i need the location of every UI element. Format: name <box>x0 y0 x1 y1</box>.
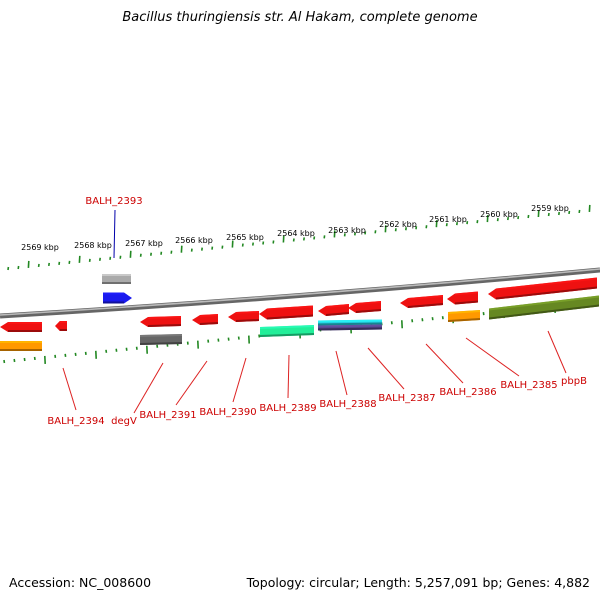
balh-2393-gene-shade <box>103 301 124 304</box>
backbone-line <box>0 267 600 319</box>
leader-line <box>547 330 567 374</box>
pbpb-cds-olive[interactable] <box>489 295 599 320</box>
backbone-highlight <box>0 268 600 316</box>
balh-2394-gene-shade <box>8 330 42 332</box>
leader-line <box>62 367 77 411</box>
balh-2388-gene-highlight <box>326 304 349 308</box>
balh-2386-gene-shade <box>408 303 443 308</box>
balh-2394-cds-orange-shade <box>0 349 42 351</box>
pbpb-gene-shade <box>496 286 597 300</box>
balh-2391-gene-highlight <box>200 314 218 317</box>
balh-2393-cds-gray[interactable] <box>102 274 131 284</box>
kbp-label-group: 2569 kbp 2568 kbp 2567 kbp 2566 kbp 2565 kbp… <box>21 204 569 252</box>
balh-2394-gene-highlight <box>8 322 42 324</box>
kbp-label: 2567 kbp <box>125 239 163 248</box>
leader-line <box>287 354 290 399</box>
leader-line <box>367 347 405 390</box>
gene-label[interactable]: BALH_2387 <box>378 393 435 404</box>
map-title: Bacillus thuringiensis str. Al Hakam, co… <box>122 10 478 25</box>
balh-2387-gene-shade <box>356 309 381 313</box>
balh-2385-gene-highlight <box>455 291 478 296</box>
balh-2393-gene[interactable] <box>103 292 132 304</box>
pbpb-cds-olive-shade <box>489 304 599 320</box>
balh-2390-gene-highlight <box>236 311 259 314</box>
leader-line-group <box>62 209 567 414</box>
degv-cds-darkgray-highlight <box>140 334 182 337</box>
balh-2388-cds-cyan-highlight <box>318 319 382 323</box>
gene-label[interactable]: degV <box>111 416 137 427</box>
balh-2386-cds-orange-shade <box>448 318 480 322</box>
small-gene-highlight <box>59 321 67 323</box>
balh-2391-gene[interactable] <box>192 314 218 325</box>
kbp-label: 2566 kbp <box>175 236 213 245</box>
gene-label[interactable]: BALH_2393 <box>85 196 142 207</box>
gene-label[interactable]: BALH_2385 <box>500 380 557 391</box>
balh-2391-gene-shade <box>200 322 218 325</box>
balh-2394-cds-orange[interactable] <box>0 341 42 351</box>
balh-2393-gene-highlight <box>103 292 124 295</box>
kbp-label: 2561 kbp <box>429 215 467 224</box>
degv-cds-darkgray-shade <box>140 342 182 345</box>
leader-line <box>465 337 520 377</box>
gene-label[interactable]: BALH_2389 <box>259 403 316 414</box>
balh-2394-gene[interactable] <box>0 322 42 332</box>
gene-label[interactable]: BALH_2391 <box>139 410 196 421</box>
gene-label[interactable]: BALH_2388 <box>319 399 376 410</box>
balh-2385-gene-shade <box>455 300 478 305</box>
pbpb-gene-highlight <box>496 277 597 291</box>
gene-label[interactable]: BALH_2386 <box>439 387 496 398</box>
gene-label[interactable]: pbpB <box>561 376 587 387</box>
kbp-label: 2564 kbp <box>277 229 315 238</box>
balh-2388-gene-shade <box>326 312 349 316</box>
accession-text: Accession: NC_008600 <box>9 575 152 590</box>
gene-label[interactable]: BALH_2390 <box>199 407 256 418</box>
balh-2393-cds-gray-shade <box>102 282 131 284</box>
balh-2390-gene-shade <box>236 319 259 322</box>
balh-2386-cds-orange-highlight <box>448 310 480 314</box>
small-gene-shade <box>59 329 67 331</box>
balh-2389-cds-teal-highlight <box>260 325 314 329</box>
degv-gene-shade <box>148 324 181 327</box>
balh-2389-gene-shade <box>267 314 313 320</box>
kbp-label: 2568 kbp <box>74 241 112 250</box>
feature-group <box>0 274 599 351</box>
leader-line <box>425 343 464 384</box>
balh-2388-cds-purple-shade <box>318 327 382 331</box>
balh-2388-cds-purple-highlight <box>318 324 382 328</box>
degv-gene-highlight <box>148 316 181 319</box>
kbp-label: 2563 kbp <box>328 226 366 235</box>
leader-line <box>175 360 208 406</box>
kbp-label: 2562 kbp <box>379 220 417 229</box>
balh-2386-gene-highlight <box>408 295 443 300</box>
genome-backbone <box>0 267 600 319</box>
gene-label[interactable]: BALH_2394 <box>47 416 104 427</box>
topology-text: Topology: circular; Length: 5,257,091 bp… <box>246 575 590 590</box>
balh-2390-gene[interactable] <box>228 311 259 322</box>
balh-2387-gene-highlight <box>356 301 381 305</box>
balh-2389-gene-highlight <box>267 305 313 311</box>
pbpb-gene[interactable] <box>488 277 597 300</box>
leader-line <box>113 209 116 259</box>
small-gene[interactable] <box>55 321 67 331</box>
kbp-label: 2560 kbp <box>480 210 518 219</box>
leader-line <box>335 350 348 396</box>
kbp-label: 2565 kbp <box>226 233 264 242</box>
leader-line <box>133 362 164 414</box>
pbpb-cds-olive-highlight <box>489 295 599 311</box>
balh-2394-cds-orange-highlight <box>0 341 42 343</box>
leader-line <box>232 357 247 403</box>
kbp-label: 2559 kbp <box>531 204 569 213</box>
balh-2393-cds-gray-highlight <box>102 274 131 276</box>
kbp-label: 2569 kbp <box>21 243 59 252</box>
upper-tick-track <box>7 204 591 271</box>
balh-2389-cds-teal-shade <box>260 333 314 337</box>
